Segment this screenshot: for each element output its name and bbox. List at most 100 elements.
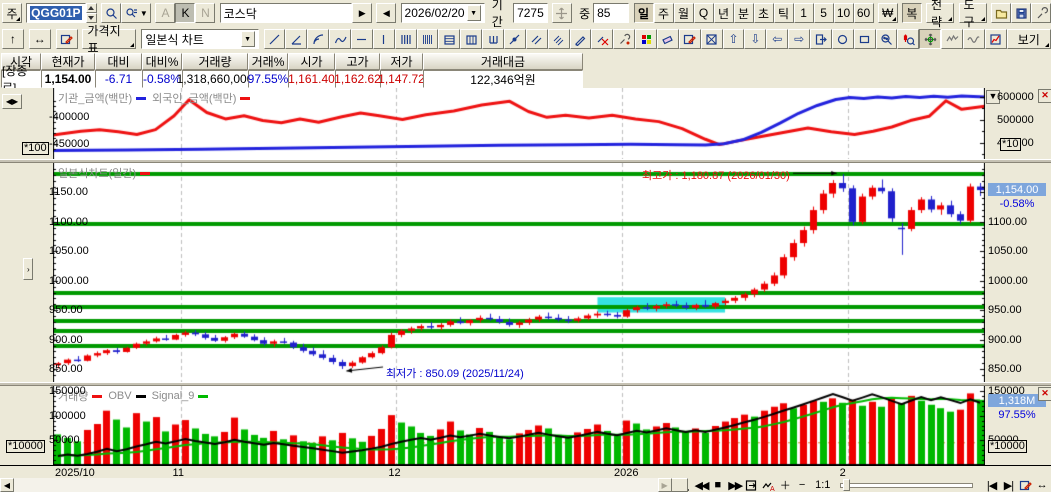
trend-line-icon[interactable] — [263, 29, 286, 49]
pencil-icon[interactable] — [569, 29, 592, 49]
edit-chart-icon[interactable] — [55, 29, 78, 49]
chart-type-select[interactable]: 일본식 차트 ▼ — [141, 29, 259, 49]
strategy-button[interactable]: 전략 — [926, 0, 955, 29]
pane-splitter[interactable] — [0, 382, 1051, 386]
search-list-icon[interactable]: ▼ — [121, 3, 152, 23]
investor-close-icon[interactable]: ✕ — [1038, 89, 1051, 103]
delete-draw-icon[interactable] — [591, 29, 614, 49]
go-first-icon[interactable]: |◀ — [986, 479, 997, 492]
rewind-icon[interactable]: ◀◀ — [694, 479, 710, 492]
auto-trend-icon[interactable]: A — [761, 477, 777, 492]
interval-button-일[interactable]: 일 — [633, 3, 654, 23]
settings-wrench-icon[interactable] — [1031, 3, 1051, 23]
zoom-slider-thumb[interactable] — [843, 478, 851, 491]
exit-door-icon[interactable] — [810, 29, 832, 49]
next-button[interactable]: ▶ — [352, 3, 373, 23]
vlines-icon[interactable] — [394, 29, 417, 49]
table-lines-icon[interactable] — [438, 29, 461, 49]
arrow-left-icon[interactable]: ⇦ — [766, 29, 789, 49]
won-button[interactable]: ₩ — [877, 3, 898, 23]
parallel3-icon[interactable] — [547, 29, 570, 49]
market-button-n[interactable]: N — [195, 3, 216, 23]
chart-box-icon[interactable] — [984, 29, 1007, 49]
zoom-search-icon[interactable] — [875, 29, 898, 49]
stock-name-input[interactable]: 코스닥 — [219, 3, 353, 23]
zoom-out-icon[interactable]: − — [798, 479, 806, 491]
eraser-icon[interactable] — [657, 29, 679, 49]
code-spinner[interactable] — [85, 3, 98, 23]
scale-up-button[interactable]: ↑ — [2, 29, 24, 49]
spin-down-icon[interactable] — [85, 13, 98, 23]
zoom-in-icon[interactable]: ＋ — [779, 480, 791, 492]
aligned-lines-icon[interactable] — [460, 29, 483, 49]
volume-chart[interactable] — [53, 386, 985, 465]
vertical-line-icon[interactable] — [372, 29, 395, 49]
interval-button-Q[interactable]: Q — [693, 3, 714, 23]
arrow-right-icon[interactable]: ⇨ — [788, 29, 811, 49]
search-icon[interactable] — [101, 3, 122, 23]
interval-button-10[interactable]: 10 — [833, 3, 854, 23]
interval-button-1[interactable]: 1 — [793, 3, 814, 23]
interval-button-주[interactable]: 주 — [653, 3, 674, 23]
dense-vlines-icon[interactable] — [416, 29, 439, 49]
fit-width-button[interactable]: ↔ — [28, 29, 51, 49]
date-select[interactable]: 2026/02/20 ▼ — [400, 3, 485, 23]
code-input[interactable]: QGG01P — [26, 3, 86, 23]
palette-icon[interactable] — [635, 29, 658, 49]
fan-line-icon[interactable] — [307, 29, 330, 49]
scroll-left-button[interactable]: ◀ — [0, 478, 14, 492]
market-button-k[interactable]: K — [175, 3, 196, 23]
tools-icon[interactable] — [613, 29, 636, 49]
pane-splitter[interactable] — [0, 159, 1051, 163]
restore-button[interactable]: 복 — [901, 3, 922, 23]
angle-line-icon[interactable] — [285, 29, 308, 49]
circle-icon[interactable] — [831, 29, 854, 49]
view-button[interactable]: 보기 — [1006, 29, 1051, 49]
arrow-up-icon[interactable]: ⇧ — [722, 29, 745, 49]
fit-width-icon[interactable]: ↔ — [1036, 479, 1048, 491]
rectangle-icon[interactable] — [853, 29, 876, 49]
horizontal-line-icon[interactable] — [351, 29, 373, 49]
move-icon[interactable] — [551, 3, 572, 23]
fast-forward-icon[interactable]: ▶▶ — [728, 479, 743, 492]
period-step-icon[interactable] — [744, 477, 760, 492]
arrow-down-icon[interactable]: ⇩ — [744, 29, 767, 49]
scroll-right-button[interactable]: ▶ — [657, 478, 672, 492]
price-indicator-button[interactable]: 가격지표 — [82, 24, 137, 55]
candlestick-chart[interactable] — [53, 163, 985, 382]
volume-close-icon[interactable]: ✕ — [1038, 387, 1051, 401]
memo-edit-icon[interactable] — [678, 29, 701, 49]
chart-scrollbar[interactable] — [14, 478, 688, 492]
interval-button-분[interactable]: 분 — [733, 3, 754, 23]
period-input[interactable]: 7275 — [513, 3, 548, 23]
investor-flow-chart[interactable] — [53, 88, 985, 159]
chart-type-dropdown-icon[interactable]: ▼ — [240, 31, 255, 47]
edit-chart-icon[interactable] — [1017, 477, 1033, 492]
market-button-a[interactable]: A — [155, 3, 176, 23]
zoom-slider[interactable] — [840, 478, 973, 491]
channel-icon[interactable] — [482, 29, 505, 49]
interval-button-년[interactable]: 년 — [713, 3, 734, 23]
clear-box-icon[interactable] — [700, 29, 723, 49]
count-input[interactable]: 85 — [593, 3, 630, 23]
interval-button-초[interactable]: 초 — [753, 3, 774, 23]
save-icon[interactable] — [1011, 3, 1032, 23]
date-dropdown-icon[interactable]: ▼ — [466, 5, 481, 21]
investor-dropdown-button[interactable]: ▼ — [986, 90, 1000, 104]
pane-nav-button[interactable]: ◀▶ — [2, 93, 22, 109]
stock-type-button[interactable]: 주 — [2, 3, 22, 23]
zoom-candle-icon[interactable] — [897, 29, 920, 49]
interval-button-틱[interactable]: 틱 — [773, 3, 794, 23]
wave-zigzag-icon[interactable] — [941, 29, 964, 49]
parallel2-icon[interactable] — [525, 29, 548, 49]
left-panel-expander[interactable]: › — [23, 258, 34, 280]
prev-button[interactable]: ◀ — [376, 3, 397, 23]
zoom-crosshair-icon[interactable] — [919, 29, 942, 49]
interval-button-60[interactable]: 60 — [853, 3, 874, 23]
tools-button[interactable]: 도구 — [958, 0, 987, 29]
dot-line-icon[interactable] — [504, 29, 526, 49]
spin-up-icon[interactable] — [85, 3, 98, 13]
interval-button-5[interactable]: 5 — [813, 3, 834, 23]
folder-open-icon[interactable] — [991, 3, 1012, 23]
wave-smooth-icon[interactable] — [963, 29, 985, 49]
